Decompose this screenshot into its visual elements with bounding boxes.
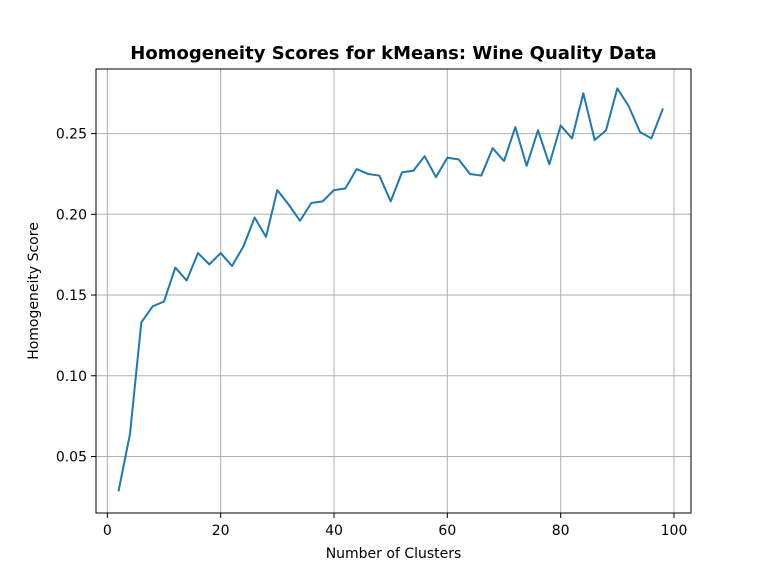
- x-tick-label: 0: [103, 523, 112, 539]
- y-axis-label: Homogeneity Score: [26, 222, 42, 360]
- x-tick-label: 20: [212, 523, 230, 539]
- tick-layer: 0 20 40 60 80 100 0.05 0.10 0.15 0.20 0.25: [56, 127, 688, 539]
- x-tick-label: 60: [438, 523, 456, 539]
- x-axis-label: Number of Clusters: [326, 546, 462, 562]
- x-tick-label: 40: [325, 523, 343, 539]
- y-tick-label: 0.15: [56, 288, 87, 304]
- series-layer: [117, 87, 664, 492]
- chart-title: Homogeneity Scores for kMeans: Wine Qual…: [130, 43, 656, 64]
- y-tick-label: 0.25: [56, 127, 87, 143]
- x-tick-label: 80: [552, 523, 570, 539]
- plot-frame: [95, 68, 692, 514]
- y-tick-label: 0.05: [56, 449, 87, 465]
- grid-layer: [96, 69, 691, 513]
- x-tick-label: 100: [661, 523, 688, 539]
- y-tick-label: 0.10: [56, 369, 87, 385]
- series-line: [117, 87, 664, 492]
- y-tick-label: 0.20: [56, 207, 87, 223]
